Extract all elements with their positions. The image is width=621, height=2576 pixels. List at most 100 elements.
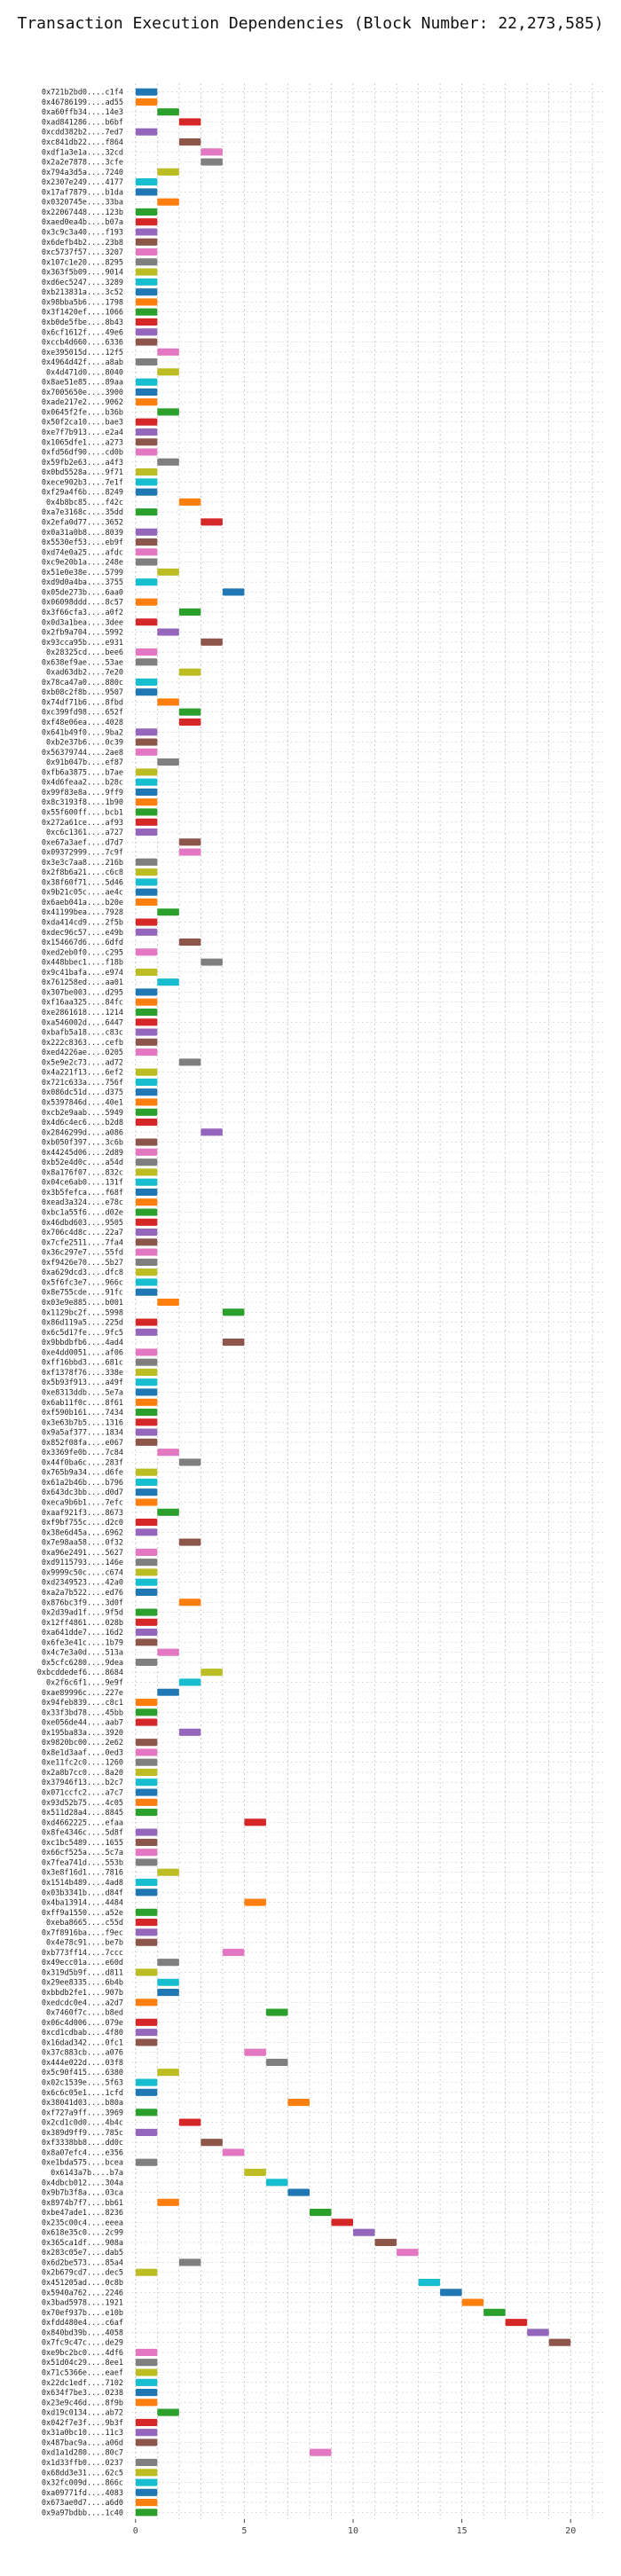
transaction-bar xyxy=(135,1708,158,1716)
transaction-bar xyxy=(135,2158,158,2166)
transaction-hash-label: 0x363f5b09....9014 xyxy=(42,269,123,278)
transaction-bar xyxy=(287,2188,310,2196)
transaction-bar xyxy=(135,2488,158,2496)
transaction-bar xyxy=(178,708,201,716)
transaction-hash-label: 0xf1378f76....338e xyxy=(42,1369,123,1378)
transaction-hash-label: 0x0a31a0b8....8039 xyxy=(42,529,123,538)
transaction-bar xyxy=(135,378,158,386)
transaction-hash-label: 0xbbdb2fe1....907b xyxy=(42,1989,123,1998)
transaction-bar xyxy=(135,1238,158,1246)
transaction-hash-label: 0xae89996c....227e xyxy=(42,1689,123,1698)
transaction-bar xyxy=(135,2029,158,2037)
transaction-hash-label: 0xb0de5fbe....8b43 xyxy=(42,318,123,327)
transaction-bar xyxy=(287,2098,310,2107)
transaction-hash-label: 0x38e6d45a....6962 xyxy=(42,1528,123,1537)
transaction-hash-label: 0xbe47ade1....8236 xyxy=(42,2209,123,2218)
transaction-hash-label: 0x8e1d3aaf....0ed3 xyxy=(42,1748,123,1757)
x-tick-label: 15 xyxy=(457,2526,468,2536)
transaction-hash-label: 0x99f83e8a....9ff9 xyxy=(42,789,123,797)
transaction-bar xyxy=(200,518,223,526)
transaction-hash-label: 0x638ef9ae....53ae xyxy=(42,658,123,667)
transaction-hash-label: 0x38f60f71....5d46 xyxy=(42,878,123,887)
transaction-hash-label: 0x22067448....123b xyxy=(42,208,123,217)
transaction-bar xyxy=(135,247,158,256)
transaction-bar xyxy=(135,1218,158,1226)
transaction-bar xyxy=(135,88,158,96)
transaction-bar xyxy=(135,398,158,406)
transaction-hash-label: 0x5f6fc3e7....966c xyxy=(42,1278,123,1287)
transaction-bar xyxy=(135,1478,158,1487)
transaction-bar xyxy=(135,128,158,136)
transaction-bar xyxy=(135,1468,158,1476)
transaction-hash-label: 0xa546002d....6447 xyxy=(42,1018,123,1027)
transaction-bar xyxy=(135,438,158,446)
transaction-bar xyxy=(135,1618,158,1626)
transaction-hash-label: 0xf727a9ff....3969 xyxy=(42,2109,123,2117)
transaction-hash-label: 0xb213831a....3c52 xyxy=(42,288,123,297)
transaction-bar xyxy=(157,908,179,916)
x-tick-label: 5 xyxy=(241,2526,247,2536)
transaction-bar xyxy=(157,1978,179,1986)
transaction-hash-label: 0x794a3d5a....7240 xyxy=(42,169,123,177)
transaction-bar xyxy=(135,238,158,246)
transaction-bar xyxy=(135,1368,158,1376)
transaction-bar xyxy=(135,2378,158,2386)
transaction-hash-label: 0x0d3a1bea....3dee xyxy=(42,618,123,627)
transaction-hash-label: 0xa641dde7....16d2 xyxy=(42,1629,123,1637)
transaction-hash-label: 0x93cca95b....e931 xyxy=(42,639,123,648)
transaction-bar xyxy=(135,2509,158,2517)
transaction-hash-label: 0x4a221f13....6ef2 xyxy=(42,1069,123,1078)
transaction-hash-label: 0x8974b7f7....bb61 xyxy=(42,2199,123,2208)
transaction-hash-label: 0xf590b161....7434 xyxy=(42,1409,123,1418)
transaction-bar xyxy=(135,2359,158,2367)
transaction-hash-label: 0xd74e0a25....afdc xyxy=(42,548,123,557)
transaction-bar xyxy=(135,1118,158,1127)
transaction-bar xyxy=(135,858,158,866)
transaction-bar xyxy=(178,608,201,617)
transaction-bar xyxy=(222,2148,245,2156)
transaction-hash-label: 0x5cfc6280....9dea xyxy=(42,1659,123,1668)
transaction-hash-label: 0x283c05e7....dab5 xyxy=(42,2249,123,2258)
transaction-bar xyxy=(178,1678,201,1686)
transaction-hash-label: 0x8fe4346c....5d8f xyxy=(42,1829,123,1838)
transaction-hash-label: 0x2efa0d77....3652 xyxy=(42,518,123,527)
transaction-bar xyxy=(135,478,158,486)
transaction-bar xyxy=(157,1959,179,1967)
transaction-hash-label: 0x2fb9a704....5992 xyxy=(42,629,123,638)
transaction-bar xyxy=(135,998,158,1006)
transaction-bar xyxy=(135,868,158,876)
transaction-bar xyxy=(135,258,158,266)
transaction-hash-label: 0xd9115793....146e xyxy=(42,1559,123,1567)
transaction-bar xyxy=(157,348,179,356)
transaction-bar xyxy=(157,458,179,466)
transaction-hash-label: 0x02c1539e....5f63 xyxy=(42,2079,123,2088)
transaction-bar xyxy=(135,2439,158,2446)
transaction-hash-label: 0x2f8b6a21....c6c8 xyxy=(42,868,123,877)
transaction-bar xyxy=(200,1669,223,1677)
transaction-hash-label: 0x8a07efc4....e356 xyxy=(42,2148,123,2157)
transaction-hash-label: 0xfd56df90....cd0b xyxy=(42,449,123,458)
transaction-bar xyxy=(157,408,179,416)
transaction-bar xyxy=(135,2268,158,2276)
transaction-hash-label: 0xead3a324....e78c xyxy=(42,1198,123,1207)
transaction-bar xyxy=(157,2408,179,2416)
transaction-bar xyxy=(135,1568,158,1576)
transaction-hash-label: 0x3f66cfa3....a0f2 xyxy=(42,609,123,617)
transaction-bar xyxy=(135,1288,158,1296)
transaction-hash-label: 0x93d52b75....4c05 xyxy=(42,1799,123,1808)
transaction-bar xyxy=(483,2308,506,2316)
transaction-bar xyxy=(222,588,245,596)
transaction-hash-label: 0x4964d42f....a8ab xyxy=(42,358,123,367)
transaction-bar xyxy=(157,1648,179,1656)
transaction-hash-label: 0xe1bda575....bcea xyxy=(42,2159,123,2168)
transaction-hash-label: 0xe67a3aef....d7d7 xyxy=(42,838,123,847)
transaction-hash-label: 0xf29a4f6b....8249 xyxy=(42,489,123,498)
transaction-hash-label: 0xe056de44....aab7 xyxy=(42,1719,123,1728)
transaction-hash-label: 0x4ba13914....4484 xyxy=(42,1899,123,1908)
transaction-hash-label: 0x38041d03....b80a xyxy=(42,2099,123,2108)
transaction-hash-label: 0x31a0bc10....11c3 xyxy=(42,2429,123,2438)
transaction-hash-label: 0x3b5fefca....f68f xyxy=(42,1189,123,1198)
transaction-hash-label: 0x107c1e20....8295 xyxy=(42,258,123,267)
transaction-bar xyxy=(135,1528,158,1536)
transaction-hash-label: 0x6143a7b....b7a xyxy=(51,2169,123,2178)
